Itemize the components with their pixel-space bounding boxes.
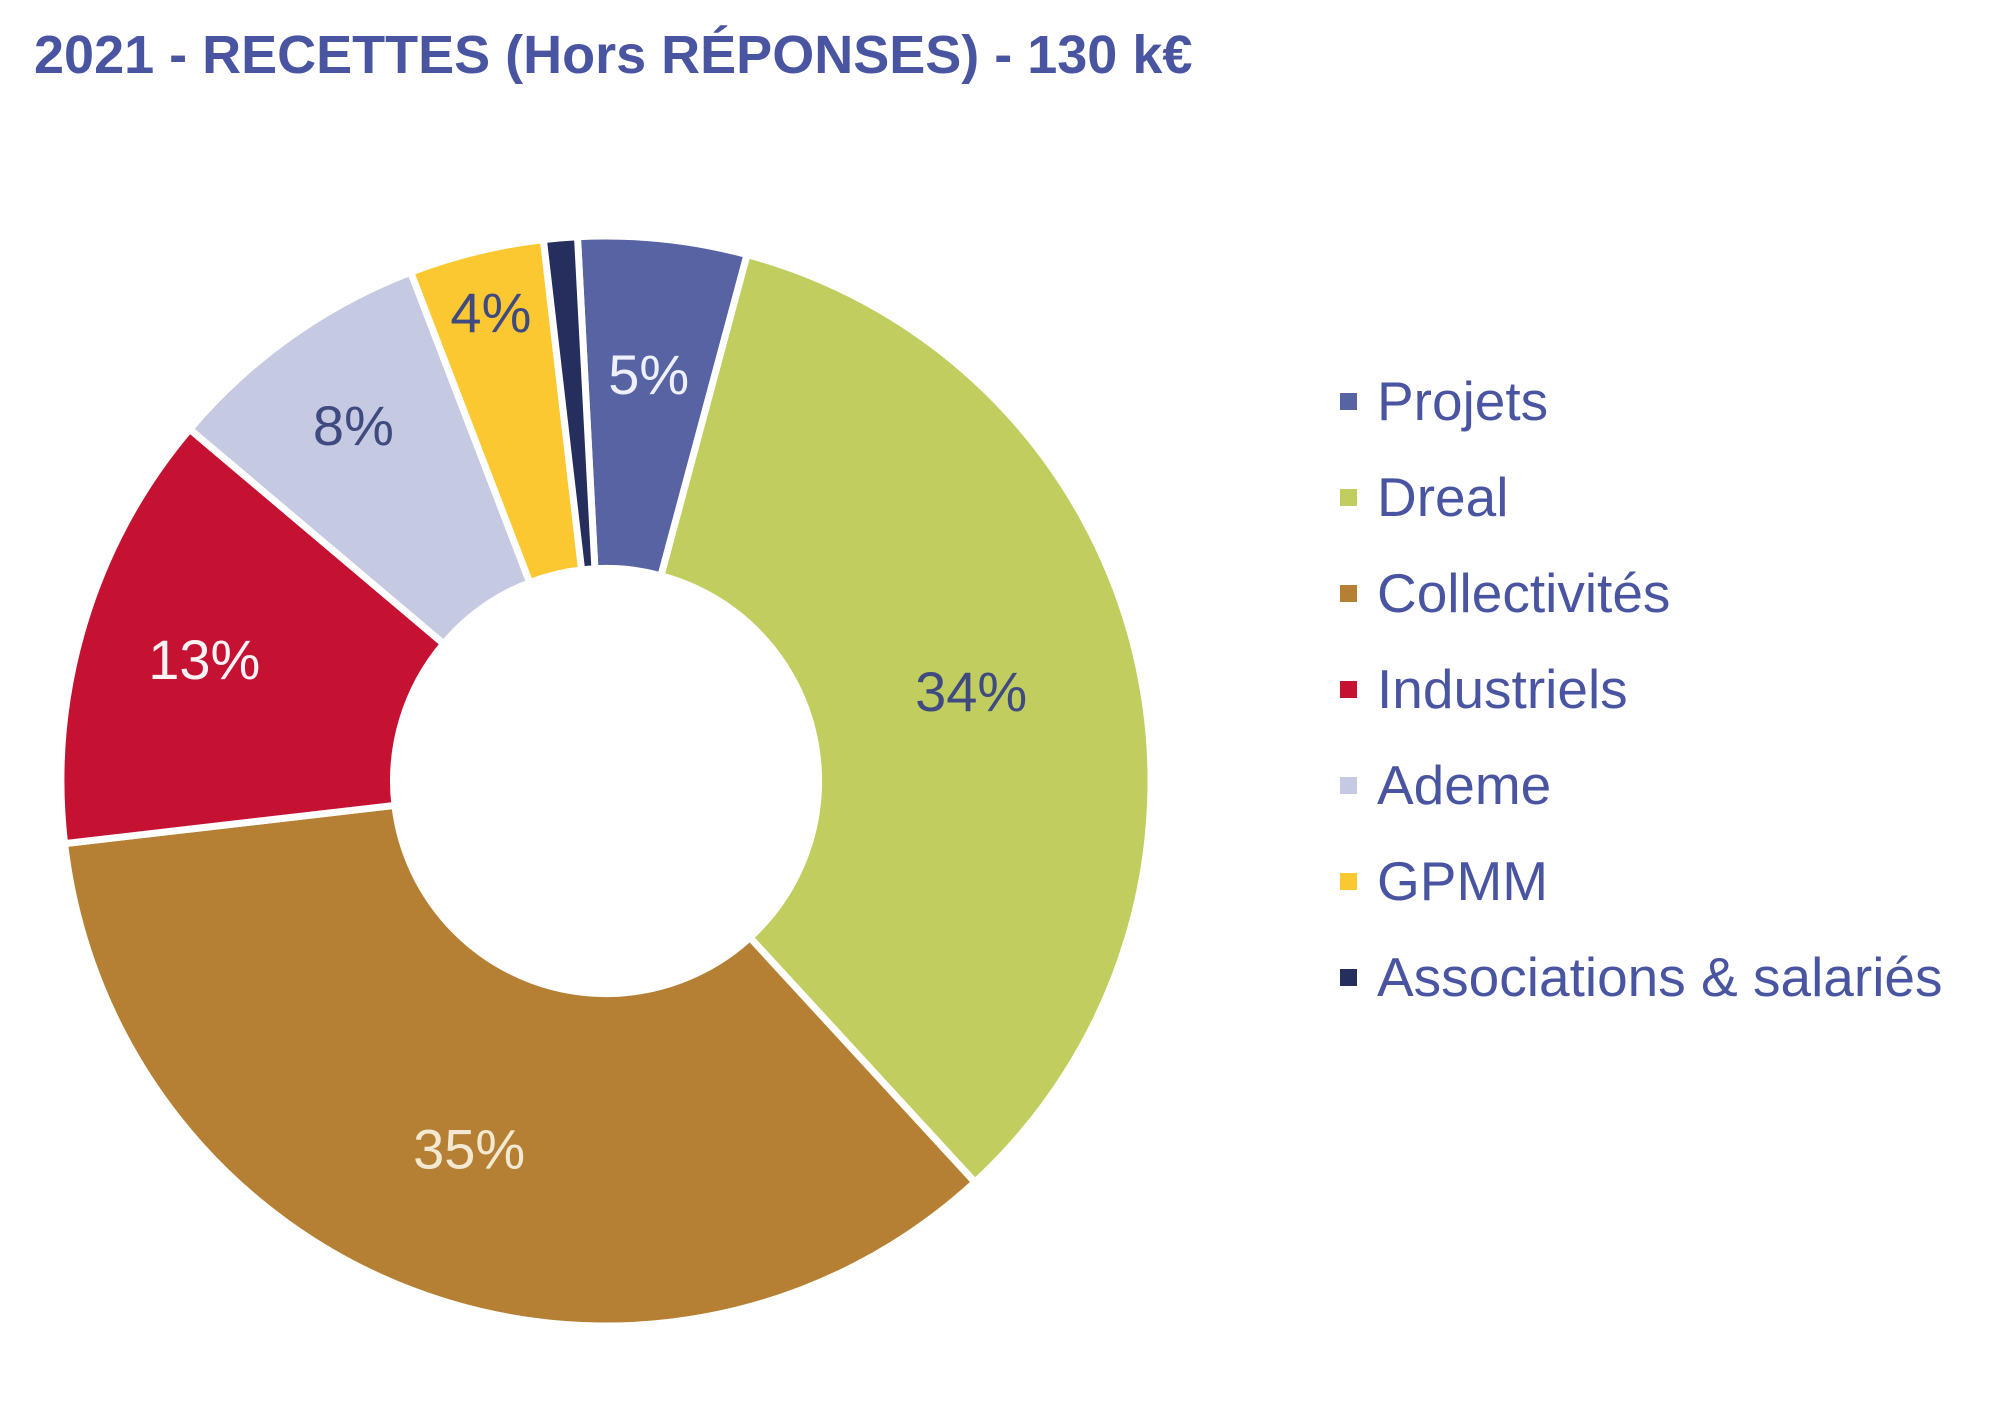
legend-color-swatch [1340, 873, 1357, 890]
legend-item-dreal: Dreal [1340, 470, 1943, 525]
donut-slice-industriels [57, 424, 449, 848]
legend-label: GPMM [1377, 850, 1549, 912]
legend-color-swatch [1340, 585, 1357, 602]
legend-item-projets: Projets [1340, 374, 1943, 429]
donut-slice-dreal [656, 250, 1155, 1188]
legend-label: Dreal [1377, 466, 1509, 528]
legend-color-swatch [1340, 681, 1357, 698]
legend-item-ademe: Ademe [1340, 758, 1943, 813]
slice-label-projets: 5% [608, 343, 689, 406]
legend-color-swatch [1340, 777, 1357, 794]
legend-label: Projets [1377, 370, 1549, 432]
legend-item-collectivit-s: Collectivités [1340, 566, 1943, 621]
slice-label-dreal: 34% [915, 660, 1027, 723]
legend-label: Industriels [1377, 658, 1628, 720]
legend-color-swatch [1340, 489, 1357, 506]
slice-label-gpmm: 4% [450, 281, 531, 344]
legend: Projets Dreal Collectivités Industriels Adem… [1340, 374, 1943, 1005]
slice-label-industriels: 13% [148, 628, 260, 691]
legend-item-associations-salari-s: Associations & salariés [1340, 950, 1943, 1005]
legend-color-swatch [1340, 969, 1357, 986]
donut-slice-collectivit-s [60, 801, 980, 1330]
donut-slice-associations-salari-s [539, 233, 599, 574]
legend-label: Collectivités [1377, 562, 1671, 624]
slice-label-collectivit-s: 35% [413, 1117, 525, 1180]
legend-color-swatch [1340, 393, 1357, 410]
chart-title: 2021 - RECETTES (Hors RÉPONSES) - 130 k€ [34, 25, 1193, 85]
legend-label: Ademe [1377, 754, 1552, 816]
legend-label: Associations & salariés [1377, 946, 1943, 1008]
slice-label-ademe: 8% [313, 394, 394, 457]
legend-item-gpmm: GPMM [1340, 854, 1943, 909]
legend-item-industriels: Industriels [1340, 662, 1943, 717]
